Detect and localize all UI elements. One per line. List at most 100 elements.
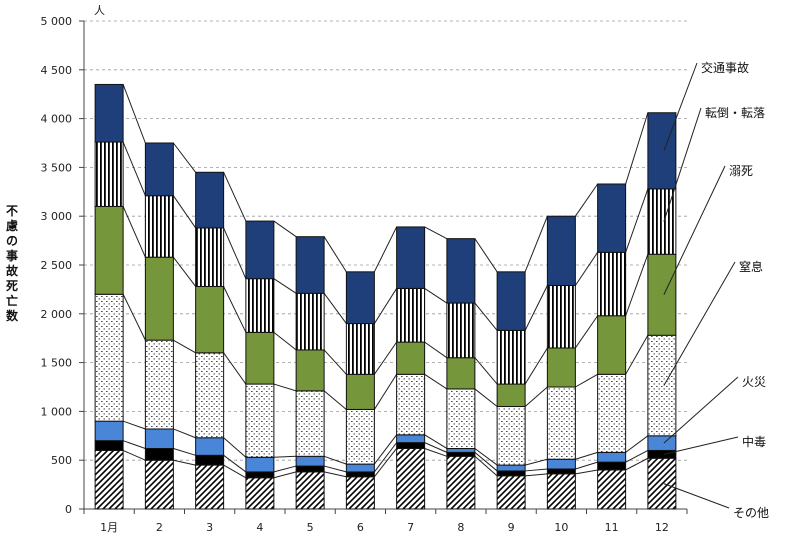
legend-leader-line xyxy=(663,376,739,444)
bar-segment xyxy=(546,468,576,475)
bar-segment xyxy=(546,347,576,388)
series-line xyxy=(625,335,649,375)
y-axis-label-char: 慮 xyxy=(6,218,18,233)
series-line xyxy=(223,227,247,279)
series-line xyxy=(223,286,247,333)
bar-segment xyxy=(546,215,576,286)
series-line xyxy=(524,285,548,331)
bar-segment xyxy=(94,83,124,143)
series-line xyxy=(575,373,598,388)
x-tick-label: 6 xyxy=(357,521,364,534)
bar-segment xyxy=(195,227,225,287)
series-line xyxy=(625,449,649,463)
series-line xyxy=(424,442,448,453)
bar-segment xyxy=(496,383,526,408)
bar-segment xyxy=(245,471,275,479)
series-line xyxy=(524,458,548,466)
series-line xyxy=(172,142,197,173)
series-line xyxy=(223,352,247,385)
x-tick-label: 5 xyxy=(307,521,314,534)
bar-segment xyxy=(446,357,476,390)
series-line xyxy=(324,471,347,478)
y-axis-label-char: 数 xyxy=(6,308,19,323)
series-line xyxy=(575,461,598,470)
series-line xyxy=(223,454,247,473)
bar-segment xyxy=(597,373,627,453)
series-line xyxy=(474,238,498,273)
bar-segment xyxy=(396,447,426,510)
legend-label: その他 xyxy=(733,506,769,520)
x-tick-label: 2 xyxy=(156,521,163,534)
bar-segment xyxy=(144,195,174,258)
bar-segment xyxy=(345,271,375,325)
bar-segment xyxy=(144,447,174,461)
bar-segment xyxy=(195,454,225,466)
series-line xyxy=(273,383,297,392)
series-line xyxy=(474,388,498,407)
series-line xyxy=(424,288,448,304)
x-tick-label: 11 xyxy=(605,521,619,534)
bar-segment xyxy=(245,456,275,473)
bar-segment xyxy=(295,292,325,351)
series-line xyxy=(323,465,347,473)
series-line xyxy=(172,195,197,229)
series-line xyxy=(273,220,297,238)
y-tick-label: 2 000 xyxy=(41,308,73,321)
series-line xyxy=(273,331,297,351)
series-line xyxy=(625,435,649,453)
series-line xyxy=(323,293,347,324)
bar-segment xyxy=(345,408,375,465)
legend-label: 交通事故 xyxy=(701,60,749,75)
bar-segment xyxy=(195,285,225,354)
series-line xyxy=(575,469,598,475)
bar-segment xyxy=(144,459,174,510)
bars xyxy=(94,83,677,510)
series-line xyxy=(474,452,498,472)
series-line xyxy=(323,390,347,410)
series-line xyxy=(273,455,297,458)
bar-segment xyxy=(597,469,627,510)
series-line xyxy=(173,339,196,354)
bar-segment xyxy=(94,420,124,442)
series-line xyxy=(122,206,146,258)
y-axis-label-char: 事 xyxy=(6,248,18,263)
series-line xyxy=(574,252,599,286)
series-line xyxy=(373,341,398,375)
bar-segment xyxy=(597,315,627,375)
y-axis-label-char: 不 xyxy=(6,204,18,218)
x-tick-label: 10 xyxy=(554,521,568,534)
y-tick-label: 3 000 xyxy=(41,210,73,223)
series-line xyxy=(223,172,247,222)
series-line xyxy=(373,434,398,465)
series-line xyxy=(223,464,247,479)
series-line xyxy=(223,437,247,458)
gridlines xyxy=(84,20,687,461)
series-connector-lines xyxy=(122,84,649,479)
bar-segment xyxy=(446,302,476,359)
bar-segment xyxy=(345,373,375,410)
bar-segment xyxy=(144,142,174,197)
legend: その他 中毒 火災 窒息 溺死 転倒・転落 交通事故 xyxy=(663,60,769,520)
bar-segment xyxy=(546,386,576,460)
bar-segment xyxy=(446,238,476,304)
series-line xyxy=(323,349,347,375)
series-line xyxy=(424,226,448,240)
legend-label: 中毒 xyxy=(742,434,766,449)
y-tick-label: 4 500 xyxy=(41,64,73,77)
bar-segment xyxy=(295,471,325,510)
y-tick-label: 3 500 xyxy=(41,161,73,174)
y-unit-label: 人 xyxy=(94,4,105,17)
y-tick-label: 4 000 xyxy=(41,113,73,126)
legend-label: 溺死 xyxy=(729,164,753,178)
bar-segment xyxy=(597,461,627,471)
bar-segment xyxy=(144,256,174,341)
y-tick-label: 1 000 xyxy=(41,405,73,418)
y-tick-label: 1 500 xyxy=(41,357,73,370)
bar-segment xyxy=(345,476,375,510)
bar-segment xyxy=(94,293,124,422)
series-line xyxy=(323,455,347,465)
bar-segment xyxy=(295,349,325,392)
bar-segment xyxy=(396,226,426,289)
